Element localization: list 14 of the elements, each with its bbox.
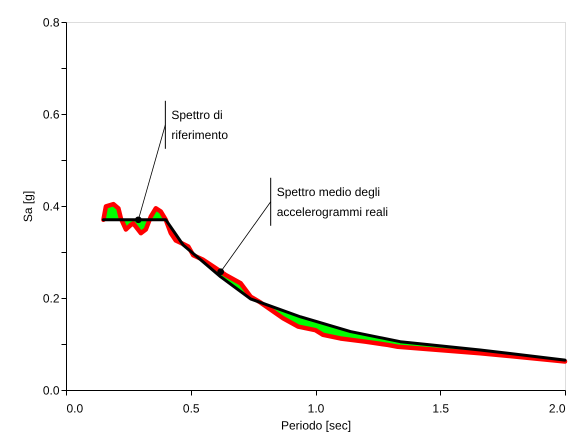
y-tick-label: 0.4 [42, 200, 60, 214]
annotation: Spettro di riferimento [171, 108, 228, 142]
y-tick-label: 0.0 [42, 384, 60, 398]
x-tick-label: 0.5 [182, 402, 200, 416]
y-tick-label: 0.2 [42, 292, 60, 306]
y-tick-label: 0.6 [42, 108, 60, 122]
x-tick-label: 2.0 [548, 402, 566, 416]
annotation: Spettro medio degli accelerogrammi reali [276, 184, 388, 219]
x-tick-label: 0.0 [66, 402, 84, 416]
x-tick-label: 1.5 [432, 402, 450, 416]
y-tick-label: 0.8 [42, 16, 60, 30]
y-axis-title: Sa [g] [20, 190, 35, 222]
x-axis-title: Periodo [sec] [280, 418, 352, 432]
x-tick-label: 1.0 [308, 402, 325, 416]
